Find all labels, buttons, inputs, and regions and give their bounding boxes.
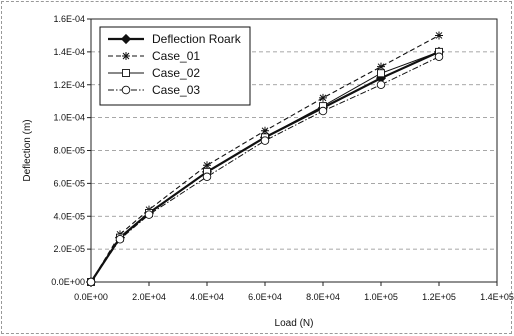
marker-shape [115,235,125,244]
legend-entry-label: Case_03 [152,83,200,97]
data-point [144,210,154,219]
y-tick-label: 1.4E-04 [53,47,85,57]
y-tick-label: 1.0E-04 [53,113,85,123]
series-line-3 [90,51,440,283]
data-point [377,62,385,71]
y-tick-label: 4.0E-05 [53,211,85,221]
y-tick-label: 1.6E-04 [53,14,85,24]
marker-shape [121,85,131,95]
data-point [319,93,327,102]
legend-marker [121,85,131,95]
marker-shape [260,136,270,145]
data-point [203,161,211,170]
y-tick-label: 8.0E-05 [53,146,85,156]
marker-shape [122,69,130,77]
marker-shape [122,52,130,60]
marker-shape [319,93,327,102]
legend-marker [120,33,132,45]
data-point [434,52,444,62]
x-axis-ticks: 0.0E+00 2.0E+04 4.0E+04 6.0E+04 8.0E+04 1.0E+… [74,282,514,302]
grid-lines [91,51,497,250]
x-tick-label: 1.2E+05 [422,292,456,302]
x-tick-label: 6.0E+04 [248,292,282,302]
marker-shape [435,31,443,40]
x-tick-label: 1.4E+05 [480,292,514,302]
marker-shape [377,69,385,78]
data-point [202,172,212,182]
series-line-4 [90,56,440,283]
data-point [260,136,270,145]
legend-marker [122,52,130,60]
marker-shape [261,126,269,135]
legend-entry-label: Deflection Roark [152,32,242,46]
y-tick-label: 6.0E-05 [53,178,85,188]
data-point [435,31,443,40]
legend-marker [122,69,130,77]
marker-shape [434,52,444,62]
x-tick-label: 1.0E+05 [364,292,398,302]
data-point [377,69,385,78]
y-tick-label: 2.0E-05 [53,244,85,254]
marker-shape [86,277,96,287]
y-tick-label: 0.0E+00 [51,277,85,287]
data-point [261,126,269,135]
y-axis-ticks: 0.0E+00 2.0E-05 4.0E-05 6.0E-05 8.0E-05 1.0E-… [51,14,91,287]
y-tick-label: 1.2E-04 [53,80,85,90]
legend: Deflection Roark Case_01 Case_02 Case_03 [99,26,251,106]
legend-entry-label: Case_01 [152,49,200,63]
marker-shape [144,210,154,219]
data-point [376,80,386,89]
marker-shape [120,33,132,45]
marker-shape [202,172,212,182]
data-point [115,235,125,244]
x-tick-label: 2.0E+04 [132,292,166,302]
x-tick-label: 8.0E+04 [306,292,340,302]
x-tick-label: 4.0E+04 [190,292,224,302]
legend-entry-label: Case_02 [152,66,200,80]
marker-shape [377,62,385,71]
x-axis-title: Load (N) [275,318,314,329]
marker-shape [203,161,211,170]
x-tick-label: 0.0E+00 [74,292,108,302]
marker-shape [376,80,386,89]
data-point [86,277,96,287]
series-line-2 [90,34,440,283]
data-point [318,106,328,116]
marker-shape [318,106,328,116]
series-group [85,31,445,288]
y-axis-title: Deflection (m) [22,119,33,181]
